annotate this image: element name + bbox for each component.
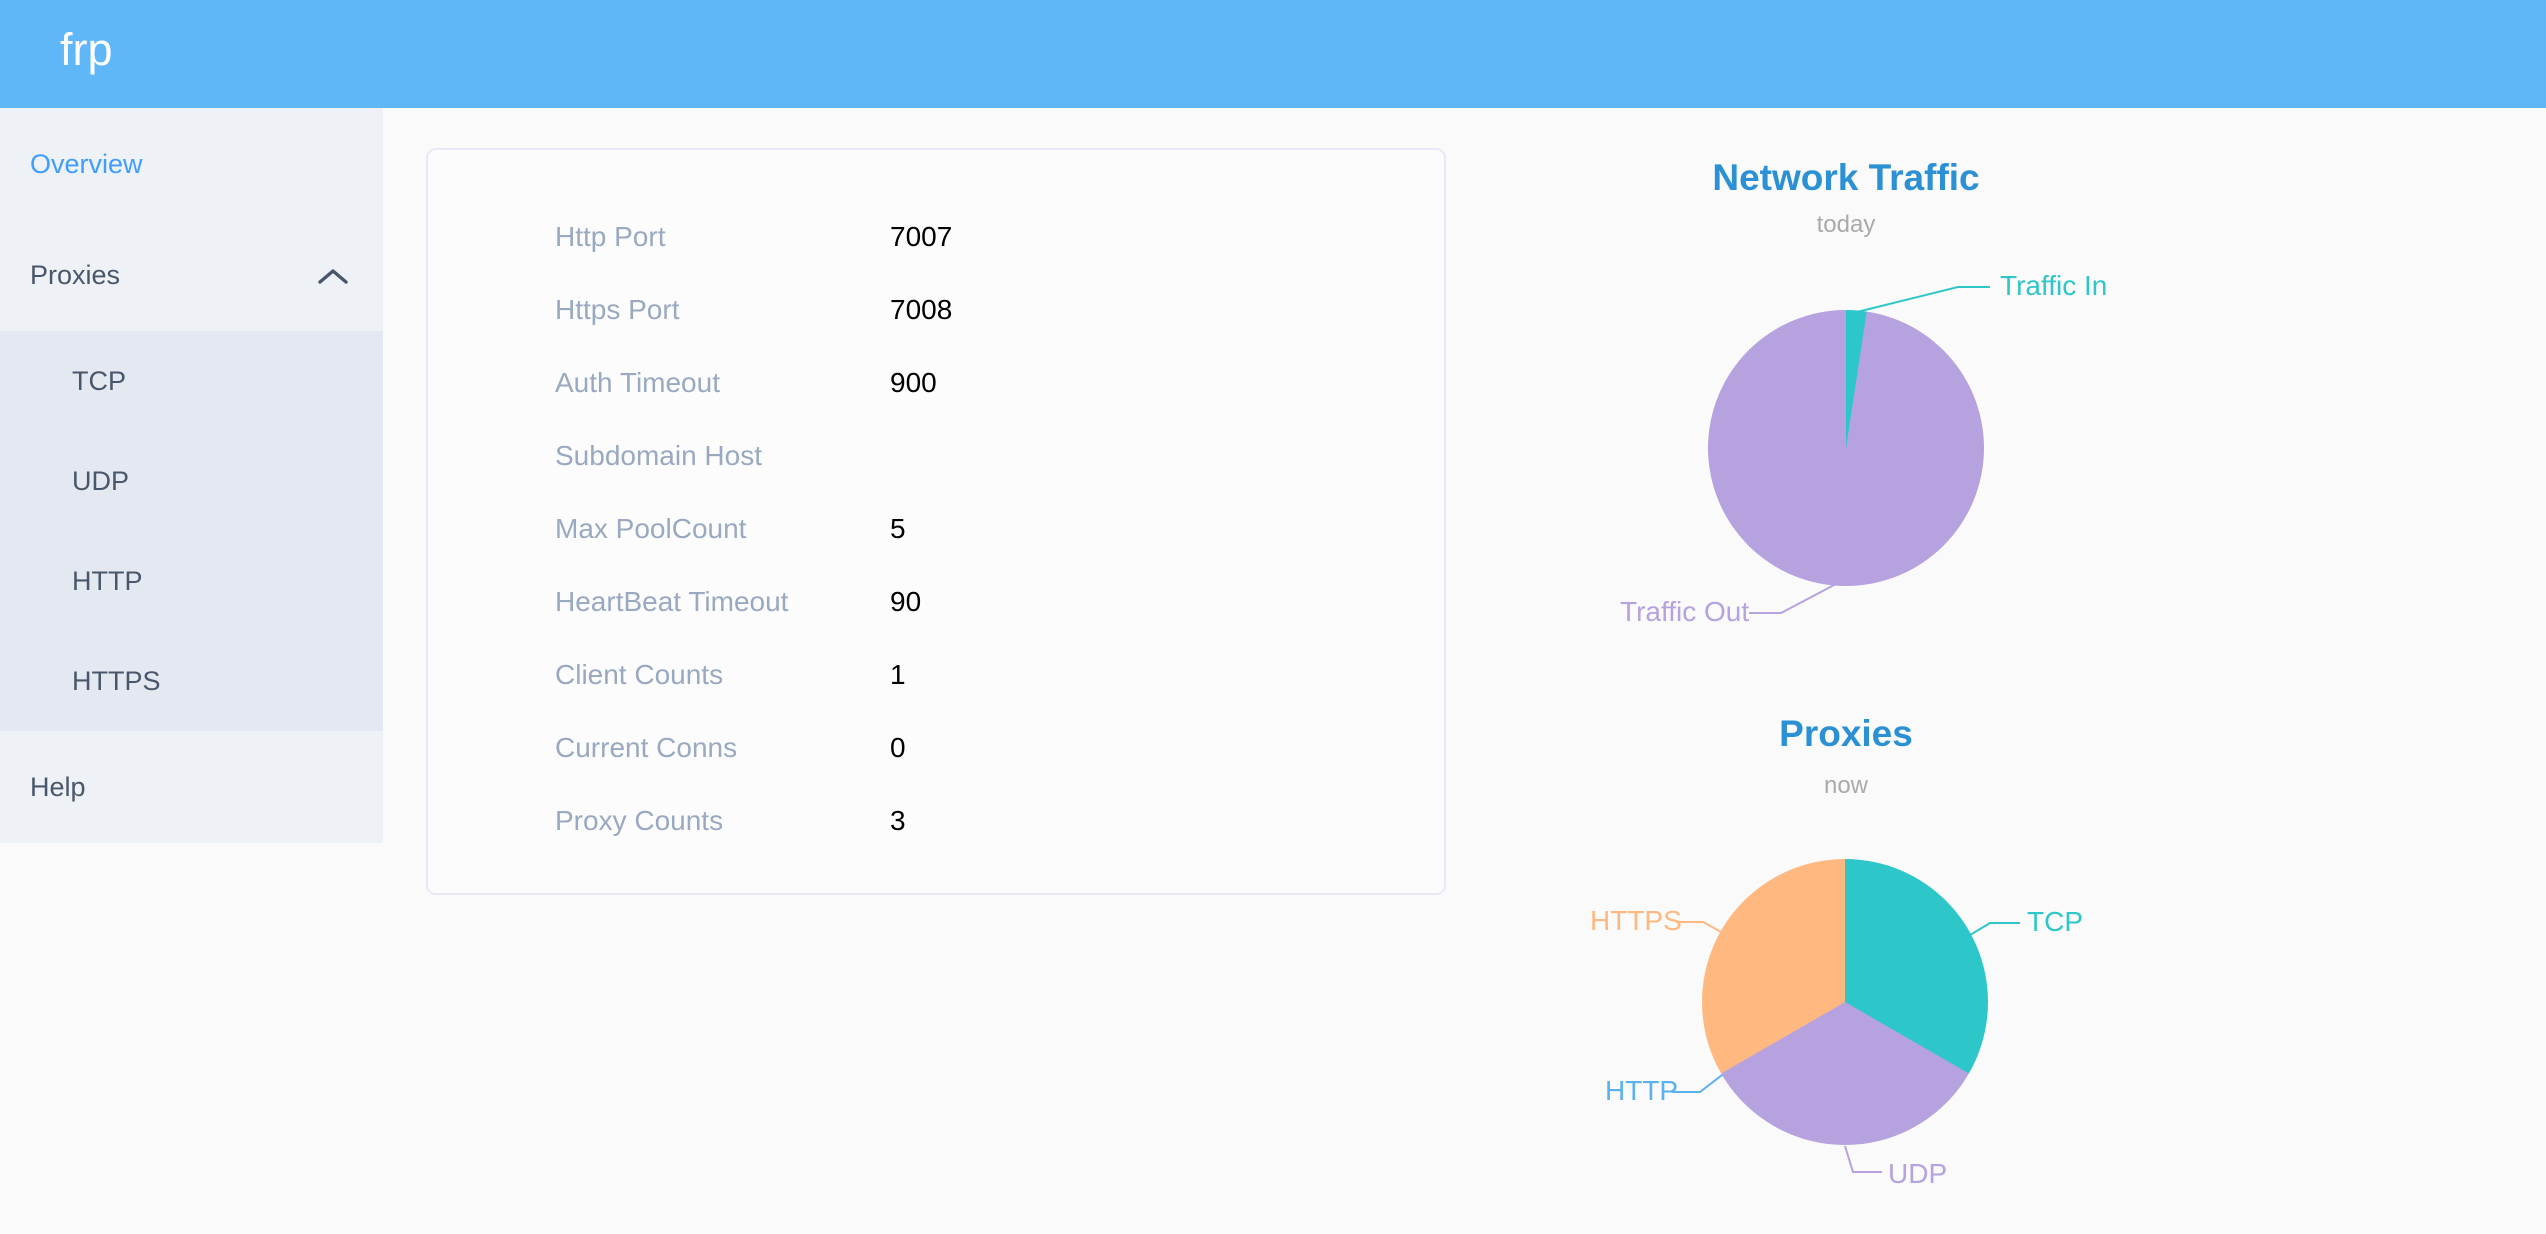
sidebar-item-proxies-label: Proxies (30, 260, 121, 290)
info-label: Https Port (555, 293, 680, 325)
sidebar-item-help-label: Help (30, 771, 86, 802)
info-label: Max PoolCount (555, 512, 747, 544)
http-labelline (1672, 1074, 1723, 1093)
traffic-out-label: Traffic Out (1620, 596, 1750, 627)
info-value: 5 (890, 512, 906, 544)
sidebar-item-tcp[interactable]: TCP (0, 331, 383, 431)
info-label: HeartBeat Timeout (555, 585, 789, 617)
app-header: frp (0, 0, 2546, 108)
tcp-labelline (1969, 922, 2020, 936)
traffic-in-label: Traffic In (2000, 270, 2108, 301)
sidebar-item-proxies[interactable]: Proxies (0, 220, 383, 331)
sidebar-item-udp-label: UDP (72, 465, 130, 496)
info-row-subdomain-host: Subdomain Host (428, 419, 1444, 492)
info-label: Client Counts (555, 658, 724, 690)
sidebar-item-udp[interactable]: UDP (0, 431, 383, 531)
traffic-out-labelline (1749, 583, 1837, 614)
sidebar-item-help[interactable]: Help (0, 731, 383, 843)
info-value: 0 (890, 731, 906, 763)
info-label: Current Conns (555, 731, 738, 763)
sidebar-item-overview[interactable]: Overview (0, 108, 383, 220)
sidebar-item-https[interactable]: HTTPS (0, 631, 383, 731)
udp-labelline (1844, 1145, 1882, 1173)
info-value: 1 (890, 658, 906, 690)
info-row-http-port: Http Port 7007 (428, 200, 1444, 273)
info-row-client-counts: Client Counts 1 (428, 638, 1444, 711)
info-label: Proxy Counts (555, 804, 724, 836)
proxies-pie-chart[interactable] (1702, 859, 1988, 1145)
proxies-chart-title: Proxies (1779, 713, 1913, 754)
traffic-chart-subtitle: today (1816, 211, 1876, 238)
http-slice-label: HTTP (1605, 1075, 1679, 1106)
info-value: 7007 (890, 220, 953, 252)
sidebar: Overview Proxies TCP UDP HTTP HTTPS Help (0, 108, 383, 843)
chevron-up-icon (318, 268, 348, 284)
https-slice-label: HTTPS (1590, 905, 1682, 936)
sidebar-item-http[interactable]: HTTP (0, 531, 383, 631)
info-value: 900 (890, 366, 937, 398)
proxies-chart-subtitle: now (1823, 772, 1869, 799)
sidebar-item-https-label: HTTPS (72, 665, 161, 696)
info-row-auth-timeout: Auth Timeout 900 (428, 346, 1444, 419)
info-value: 7008 (890, 293, 953, 325)
traffic-chart-title: Network Traffic (1712, 157, 1980, 198)
info-label: Http Port (555, 220, 666, 252)
sidebar-item-tcp-label: TCP (72, 365, 126, 396)
server-info-card: Http Port 7007 Https Port 7008 Auth Time… (426, 148, 1446, 895)
info-value: 3 (890, 804, 906, 836)
info-row-current-conns: Current Conns 0 (428, 711, 1444, 784)
info-row-heartbeat-timeout: HeartBeat Timeout 90 (428, 565, 1444, 638)
sidebar-item-overview-label: Overview (30, 148, 143, 179)
udp-slice-label: UDP (1888, 1158, 1948, 1189)
info-label: Auth Timeout (555, 366, 720, 398)
traffic-pie-chart[interactable] (1708, 310, 1984, 586)
info-row-https-port: Https Port 7008 (428, 273, 1444, 346)
info-value: 90 (890, 585, 922, 617)
tcp-slice-label: TCP (2027, 906, 2083, 937)
https-labelline (1676, 921, 1724, 934)
info-label: Subdomain Host (555, 439, 763, 471)
proxies-submenu: TCP UDP HTTP HTTPS (0, 331, 383, 731)
info-row-max-poolcount: Max PoolCount 5 (428, 492, 1444, 565)
traffic-in-labelline (1856, 286, 1990, 313)
app-logo: frp (60, 24, 113, 75)
info-row-proxy-counts: Proxy Counts 3 (428, 784, 1444, 857)
sidebar-item-http-label: HTTP (72, 565, 143, 596)
